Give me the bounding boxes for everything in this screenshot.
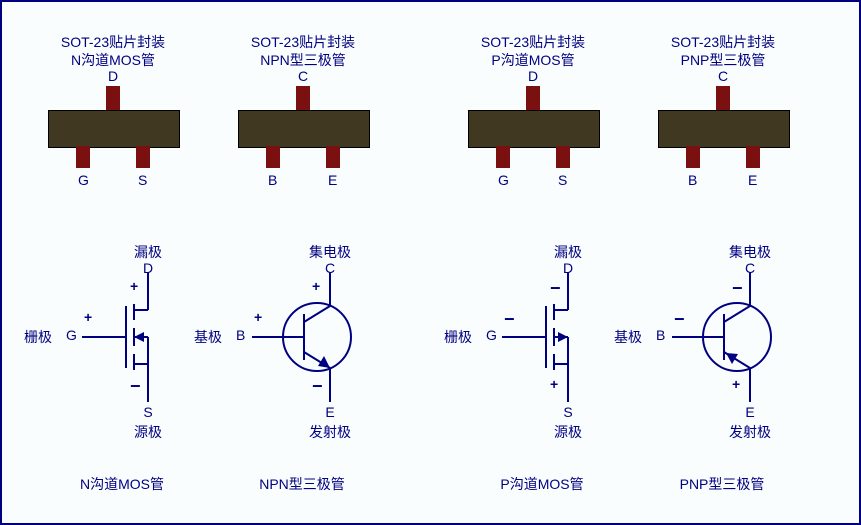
sch-top-pin: C (325, 260, 335, 276)
pkg-right-pin-label: S (138, 172, 147, 188)
sch-base-label: 基极 (614, 327, 642, 347)
polarity-sign: + (732, 376, 740, 392)
sch-top-pin: C (745, 260, 755, 276)
sch-top-label: 集电极 (729, 242, 771, 262)
bjt-symbol (652, 272, 802, 402)
pkg-top-pin-label: C (298, 68, 308, 84)
sch-caption: N沟道MOS管 (80, 474, 164, 494)
sot23-body (48, 110, 180, 148)
pkg-title2: PNP型三极管 (681, 50, 766, 70)
sch-gate-label: 栅极 (444, 327, 472, 347)
pkg-left-pin-label: B (688, 172, 697, 188)
sch-top-label: 漏极 (134, 242, 162, 262)
sch-bot-pin: S (563, 404, 572, 420)
sch-base-pin: B (656, 327, 665, 343)
polarity-sign: − (312, 376, 323, 397)
pkg-top-pin-label: C (718, 68, 728, 84)
pkg-title1: SOT-23贴片封装 (671, 32, 775, 52)
sch-caption: NPN型三极管 (259, 474, 345, 494)
polarity-sign: − (674, 309, 685, 330)
pkg-right-pin-label: E (328, 172, 337, 188)
sch-base-label: 基极 (194, 327, 222, 347)
pkg-right-pin-label: E (748, 172, 757, 188)
sot23-body (658, 110, 790, 148)
sch-gate-pin: G (66, 327, 77, 343)
polarity-sign: + (84, 309, 92, 325)
bjt-symbol (232, 272, 382, 402)
polarity-sign: − (504, 309, 515, 330)
sot23-body (238, 110, 370, 148)
sch-top-label: 漏极 (554, 242, 582, 262)
sch-bot-label: 源极 (554, 422, 582, 442)
sch-bot-pin: E (745, 404, 754, 420)
sch-top-pin: D (563, 260, 573, 276)
pkg-title1: SOT-23贴片封装 (251, 32, 355, 52)
pkg-title2: NPN型三极管 (260, 50, 346, 70)
sch-caption: PNP型三极管 (680, 474, 765, 494)
sch-bot-label: 源极 (134, 422, 162, 442)
pkg-title2: P沟道MOS管 (491, 50, 574, 70)
pkg-right-pin-label: S (558, 172, 567, 188)
pkg-left-pin-label: G (498, 172, 509, 188)
pkg-top-pin-label: D (528, 68, 538, 84)
pkg-left-pin-label: B (268, 172, 277, 188)
pkg-title1: SOT-23贴片封装 (61, 32, 165, 52)
sch-gate-label: 栅极 (24, 327, 52, 347)
pkg-title2: N沟道MOS管 (71, 50, 155, 70)
sch-gate-pin: G (486, 327, 497, 343)
polarity-sign: + (312, 278, 320, 294)
sch-top-pin: D (143, 260, 153, 276)
sch-bot-pin: E (325, 404, 334, 420)
sch-base-pin: B (236, 327, 245, 343)
sch-bot-label: 发射极 (309, 422, 351, 442)
sch-bot-label: 发射极 (729, 422, 771, 442)
pkg-title1: SOT-23贴片封装 (481, 32, 585, 52)
polarity-sign: − (130, 376, 141, 397)
sch-top-label: 集电极 (309, 242, 351, 262)
polarity-sign: − (732, 278, 743, 299)
pkg-left-pin-label: G (78, 172, 89, 188)
polarity-sign: + (130, 278, 138, 294)
polarity-sign: − (550, 278, 561, 299)
pkg-top-pin-label: D (108, 68, 118, 84)
sot23-body (468, 110, 600, 148)
sch-bot-pin: S (143, 404, 152, 420)
polarity-sign: + (550, 376, 558, 392)
sch-caption: P沟道MOS管 (500, 474, 583, 494)
polarity-sign: + (254, 309, 262, 325)
diagram-canvas: SOT-23贴片封装N沟道MOS管DGSSOT-23贴片封装NPN型三极管CBE… (0, 0, 861, 525)
